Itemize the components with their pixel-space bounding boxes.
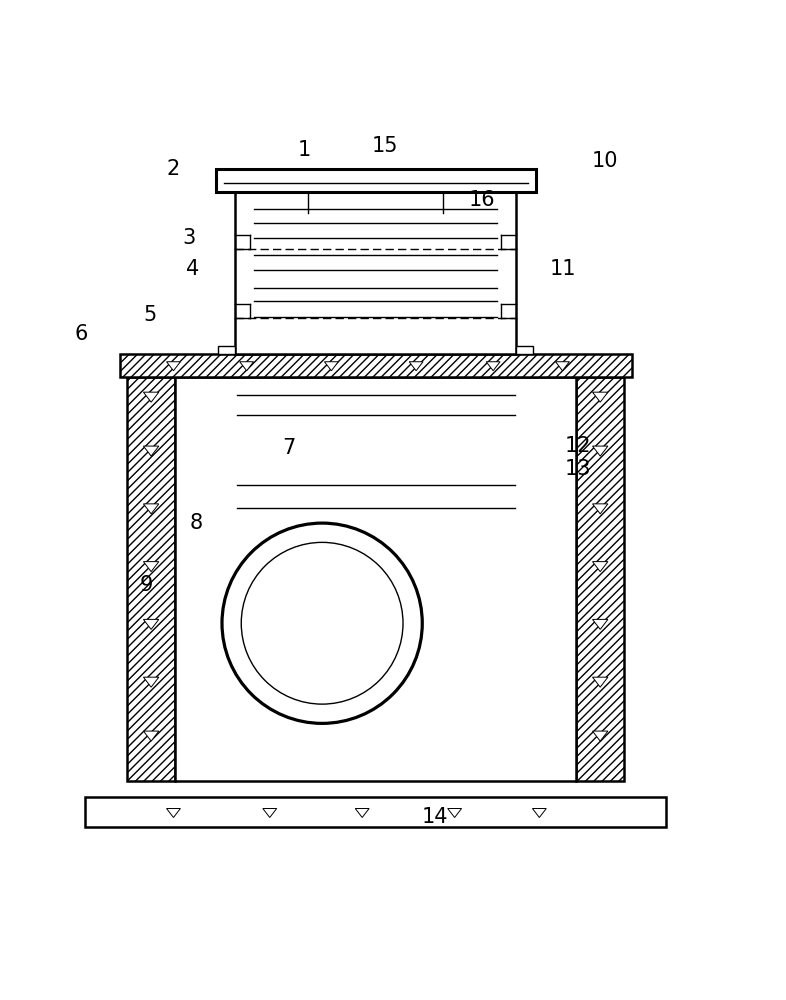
Bar [576,377,624,781]
Polygon shape [143,619,159,629]
Text: 7: 7 [282,438,296,458]
Bar [127,377,175,781]
Text: 13: 13 [564,459,591,479]
Text: 5: 5 [144,305,157,325]
Polygon shape [410,362,423,371]
Polygon shape [593,731,608,741]
Polygon shape [593,392,608,402]
Text: 12: 12 [564,436,591,456]
Text: 14: 14 [422,807,449,827]
Polygon shape [143,504,159,514]
Bar [516,346,533,354]
Polygon shape [167,362,181,371]
Bar [175,377,576,781]
Polygon shape [240,362,254,371]
Text: 2: 2 [167,159,180,179]
Polygon shape [143,446,159,456]
Polygon shape [355,808,369,818]
Text: 16: 16 [468,190,495,210]
Polygon shape [593,562,608,572]
Polygon shape [593,446,608,456]
Polygon shape [593,504,608,514]
Text: 15: 15 [372,136,399,156]
Text: 3: 3 [182,228,196,248]
Polygon shape [532,808,546,818]
Polygon shape [325,362,338,371]
Text: 6: 6 [75,324,88,344]
Text: 11: 11 [549,259,575,279]
Circle shape [241,542,403,704]
Polygon shape [487,362,500,371]
Text: 9: 9 [140,575,153,595]
Bar [85,797,667,827]
Polygon shape [167,808,181,818]
Polygon shape [143,731,159,741]
Bar [235,192,516,354]
Polygon shape [593,619,608,629]
Bar [216,169,535,192]
Text: 4: 4 [186,259,200,279]
Text: 10: 10 [592,151,618,171]
Bar [219,346,235,354]
Text: 8: 8 [190,513,203,533]
Polygon shape [263,808,277,818]
Polygon shape [143,562,159,572]
Polygon shape [143,677,159,687]
Polygon shape [143,392,159,402]
Text: 1: 1 [298,140,311,160]
Polygon shape [593,677,608,687]
Polygon shape [448,808,461,818]
Bar [119,354,632,377]
Polygon shape [556,362,569,371]
